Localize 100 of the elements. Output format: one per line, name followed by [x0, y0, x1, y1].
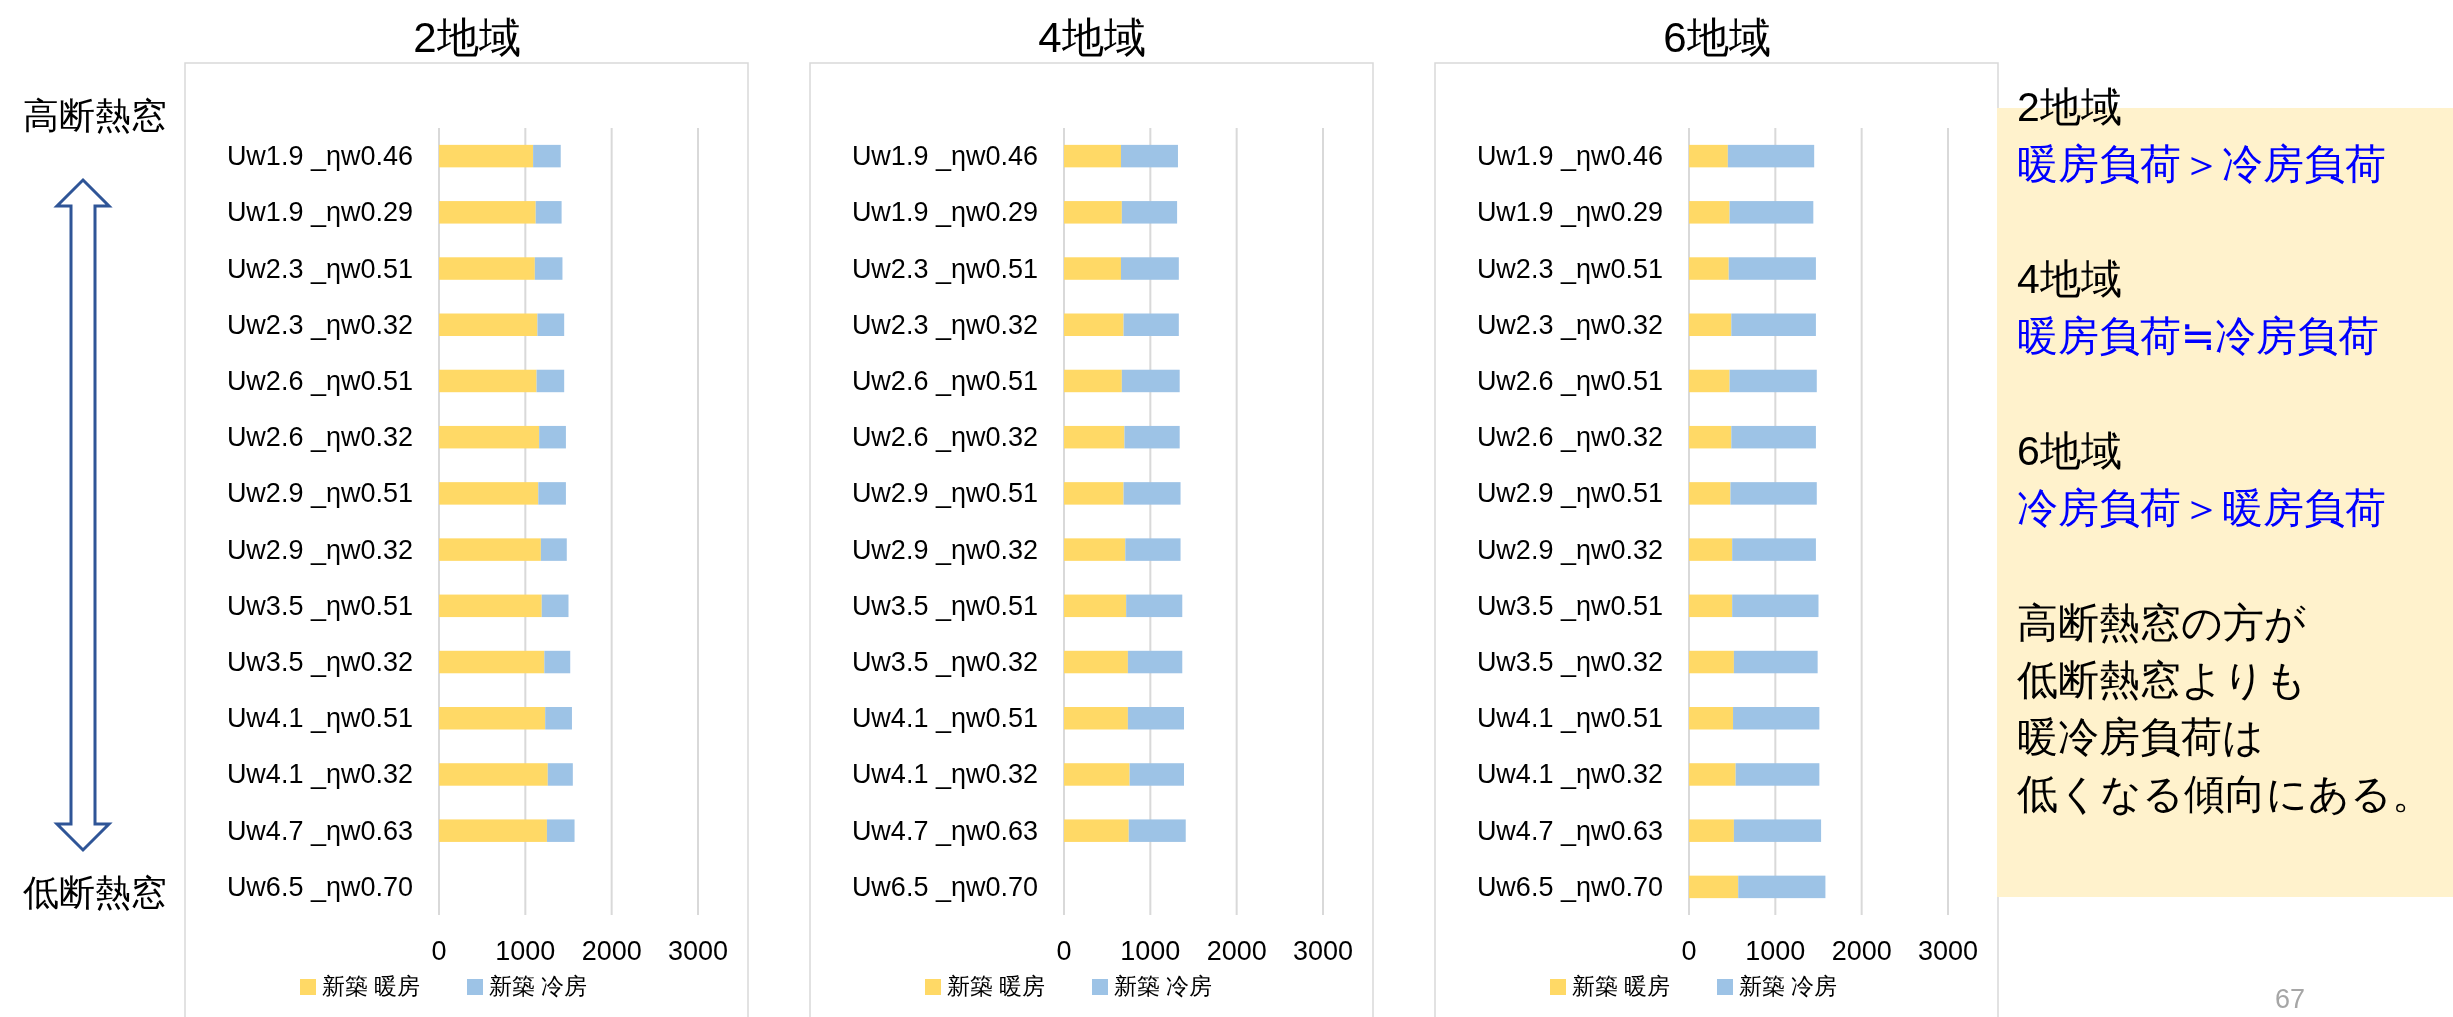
bar — [1689, 425, 1732, 449]
bar — [1127, 650, 1183, 674]
y-tick-label: Uw2.9 _ηw0.32 — [851, 534, 1038, 565]
y-tick-label: Uw4.7 _ηw0.63 — [226, 815, 413, 846]
bar — [1064, 538, 1126, 561]
y-tick-label: Uw2.3 _ηw0.32 — [1476, 309, 1663, 340]
bar — [1729, 201, 1814, 224]
text: 2地域 — [2017, 84, 2122, 130]
bar — [1731, 313, 1816, 336]
x-tick-label: 0 — [1681, 936, 1697, 966]
legend-label: 新築 冷房 — [489, 973, 588, 999]
x-tick-label: 3000 — [1917, 936, 1979, 966]
bar — [1064, 313, 1124, 336]
y-tick-label: Uw6.5 _ηw0.70 — [226, 871, 413, 902]
bar — [538, 482, 566, 505]
bar — [539, 425, 566, 449]
x-tick-label: 3000 — [667, 936, 729, 966]
bar — [1732, 538, 1816, 561]
y-tick-label: Uw3.5 _ηw0.32 — [226, 647, 413, 678]
bar — [439, 594, 542, 618]
legend-label: 新築 暖房 — [947, 973, 1046, 999]
bar — [1064, 144, 1121, 168]
y-tick-label: Uw3.5 _ηw0.32 — [851, 647, 1038, 678]
x-tick-label: 2000 — [1206, 936, 1267, 966]
x-tick-label: 1000 — [1120, 936, 1181, 966]
text: 暖房負荷≒冷房負荷 — [2017, 313, 2380, 359]
bar — [1733, 707, 1820, 730]
y-tick-label: Uw2.3 _ηw0.32 — [226, 309, 413, 340]
bar — [439, 819, 547, 842]
text: 高断熱窓の方が — [2017, 600, 2306, 646]
text: 低断熱窓よりも — [2017, 657, 2307, 703]
bar — [1689, 144, 1728, 168]
bar — [1733, 819, 1822, 842]
bar — [439, 763, 548, 786]
x-tick-label: 2000 — [1831, 936, 1892, 966]
bar — [1121, 369, 1180, 393]
chart-title: 2地域 — [413, 14, 521, 61]
legend-label: 新築 暖房 — [322, 973, 421, 999]
y-tick-label: Uw4.1 _ηw0.32 — [226, 759, 413, 790]
bar — [1689, 763, 1736, 786]
bar — [439, 538, 541, 561]
y-tick-label: Uw3.5 _ηw0.51 — [226, 590, 413, 621]
bar — [1124, 425, 1180, 449]
y-tick-label: Uw2.9 _ηw0.51 — [1476, 478, 1663, 509]
bar — [1689, 313, 1732, 336]
y-tick-label: Uw3.5 _ηw0.51 — [1476, 590, 1663, 621]
y-tick-label: Uw4.1 _ηw0.51 — [226, 703, 413, 734]
bar — [1689, 875, 1739, 899]
y-tick-label: Uw6.5 _ηw0.70 — [1476, 871, 1663, 902]
bar — [1121, 201, 1178, 224]
y-tick-label: Uw1.9 _ηw0.46 — [851, 141, 1038, 172]
y-tick-label: Uw6.5 _ηw0.70 — [851, 871, 1038, 902]
bar — [439, 313, 538, 336]
bar — [1728, 257, 1816, 280]
y-tick-label: Uw1.9 _ηw0.29 — [851, 197, 1038, 228]
y-tick-label: Uw1.9 _ηw0.46 — [226, 141, 413, 172]
bar — [1123, 313, 1179, 336]
y-tick-label: Uw4.1 _ηw0.32 — [851, 759, 1038, 790]
text: 高断熱窓 — [23, 95, 167, 136]
y-tick-label: Uw4.7 _ηw0.63 — [1476, 815, 1663, 846]
bar — [1689, 819, 1734, 842]
bar — [1689, 650, 1734, 674]
bar — [1064, 707, 1128, 730]
y-tick-label: Uw2.6 _ηw0.51 — [1476, 365, 1663, 396]
bar — [1732, 594, 1819, 618]
bar — [1689, 707, 1734, 730]
y-tick-label: Uw2.6 _ηw0.32 — [1476, 422, 1663, 453]
x-tick-label: 3000 — [1292, 936, 1354, 966]
bar — [1064, 425, 1125, 449]
bar — [439, 201, 536, 224]
y-tick-label: Uw2.6 _ηw0.51 — [226, 365, 413, 396]
bar — [1127, 707, 1185, 730]
x-tick-label: 1000 — [1745, 936, 1806, 966]
bar — [1129, 763, 1184, 786]
bar — [1128, 819, 1186, 842]
bar — [1730, 482, 1817, 505]
bar — [546, 819, 575, 842]
y-tick-label: Uw2.9 _ηw0.51 — [851, 478, 1038, 509]
text: 4地域 — [2017, 256, 2122, 302]
bar — [541, 594, 569, 618]
bar — [1689, 538, 1733, 561]
bar — [439, 144, 534, 168]
bar — [439, 369, 537, 393]
y-tick-label: Uw3.5 _ηw0.51 — [851, 590, 1038, 621]
bar — [540, 538, 567, 561]
text: 暖冷房負荷は — [2017, 714, 2264, 760]
bar — [1064, 819, 1129, 842]
y-tick-label: Uw1.9 _ηw0.46 — [1476, 141, 1663, 172]
bar — [1064, 594, 1127, 618]
y-tick-label: Uw2.3 _ηw0.51 — [226, 253, 413, 284]
bar — [545, 707, 572, 730]
bar — [1689, 369, 1730, 393]
y-tick-label: Uw2.6 _ηw0.32 — [851, 422, 1038, 453]
y-tick-label: Uw1.9 _ηw0.29 — [226, 197, 413, 228]
y-tick-label: Uw4.1 _ηw0.51 — [851, 703, 1038, 734]
bar — [1689, 201, 1730, 224]
x-tick-label: 2000 — [581, 936, 642, 966]
y-tick-label: Uw2.3 _ηw0.32 — [851, 309, 1038, 340]
bar — [1729, 369, 1817, 393]
bar — [1735, 763, 1820, 786]
